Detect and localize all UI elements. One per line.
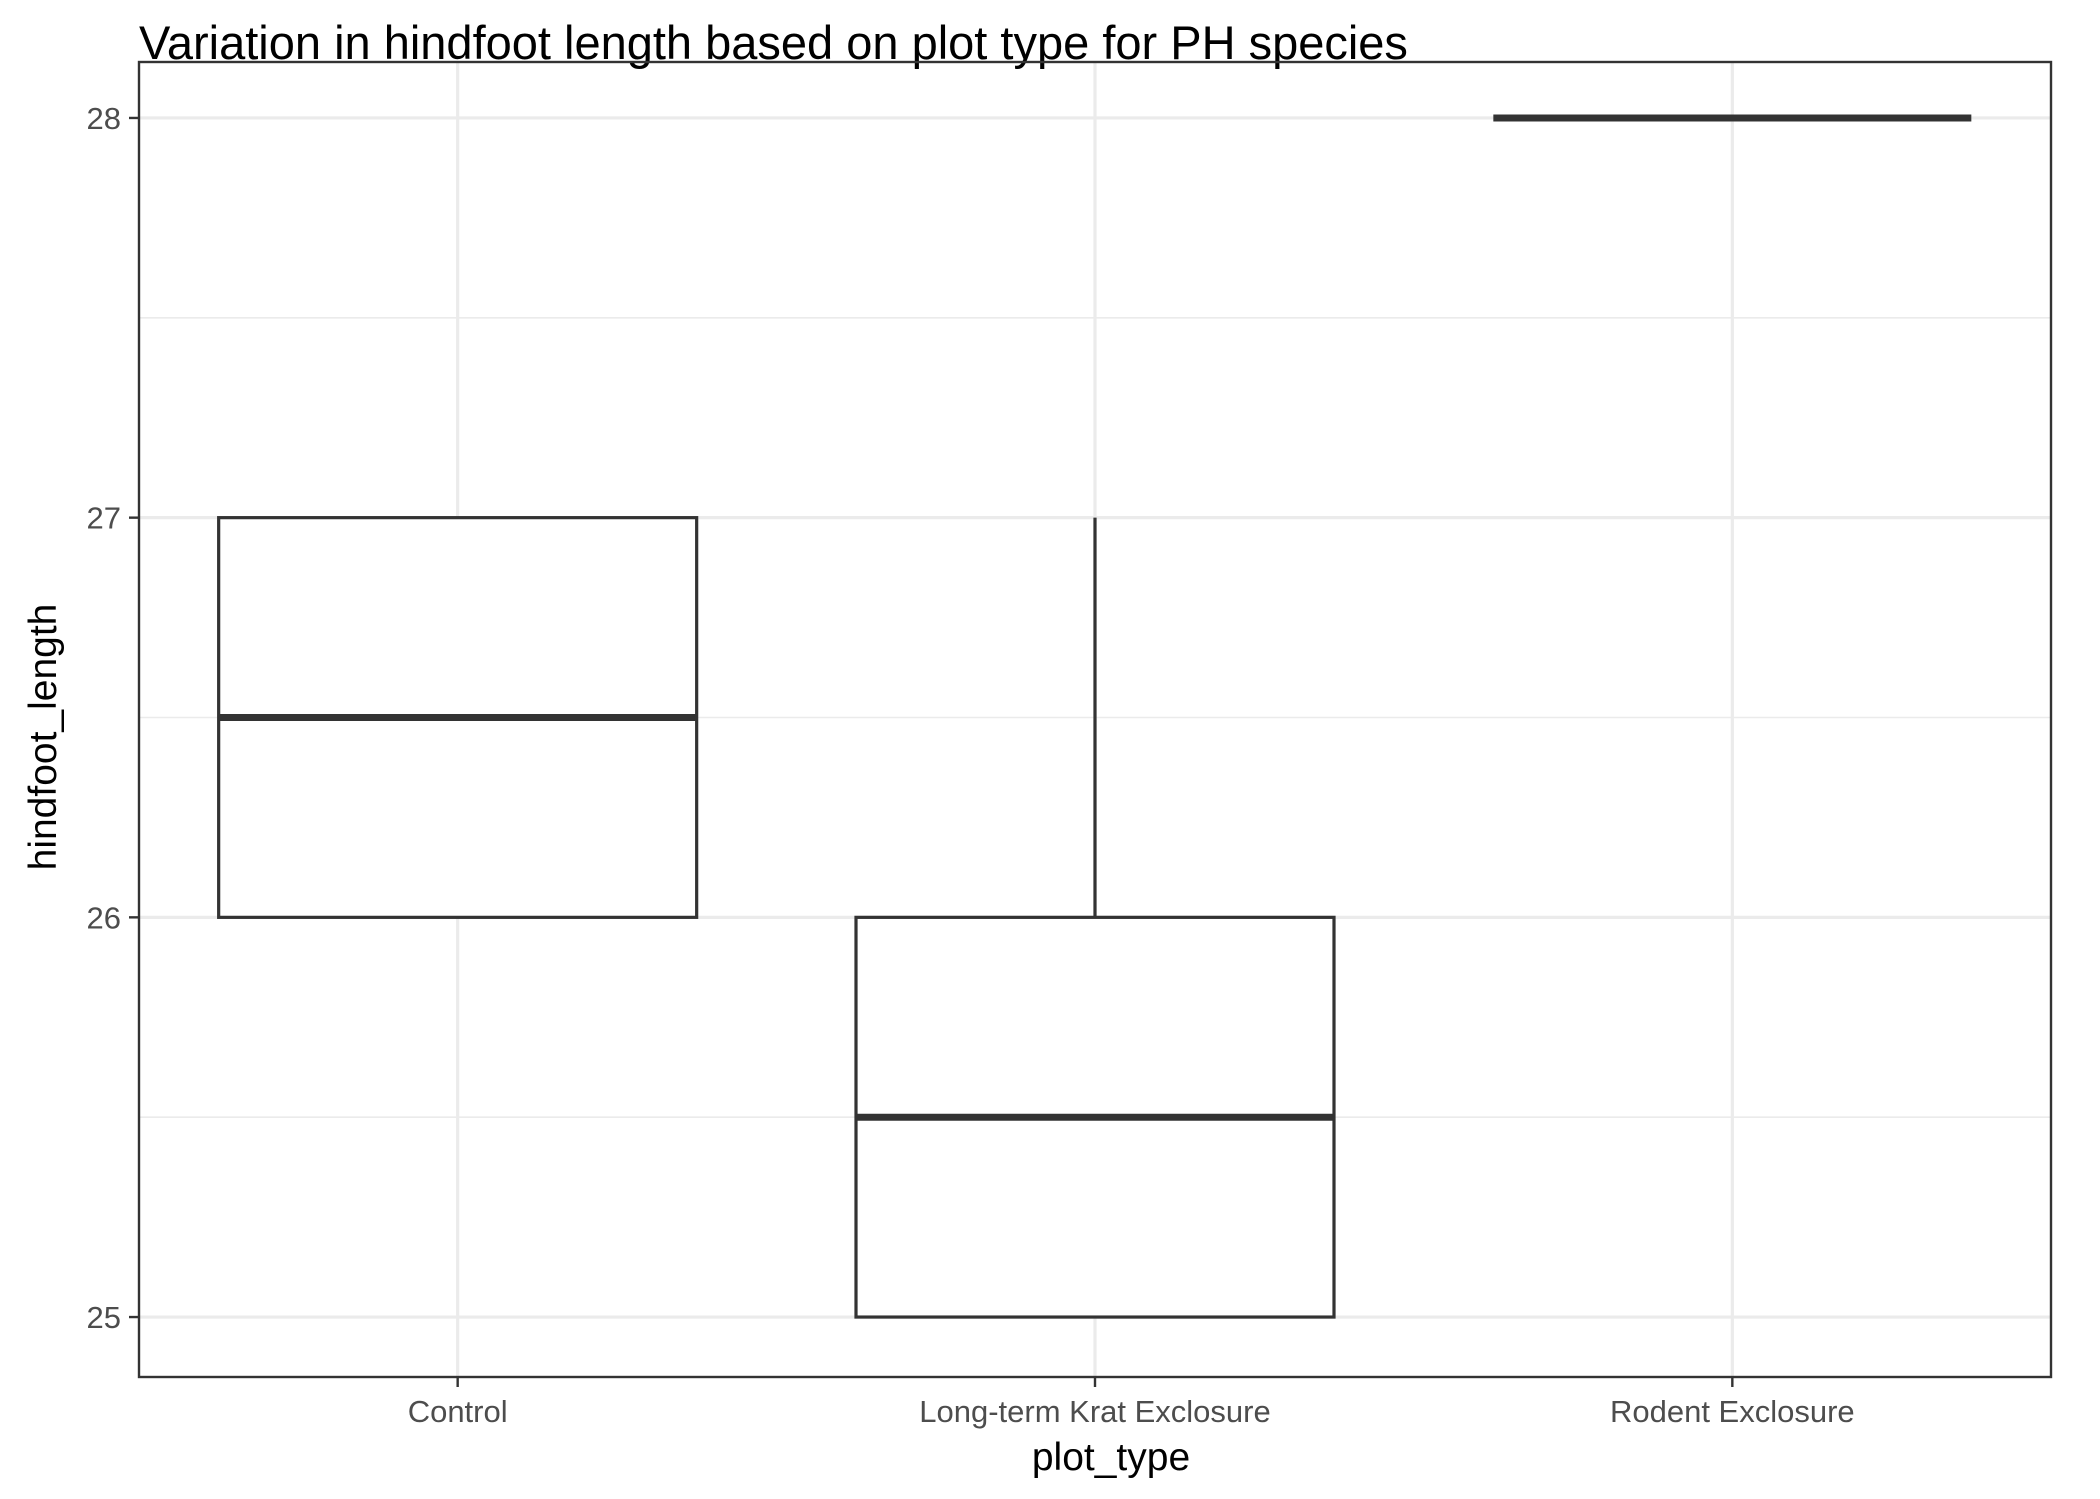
y-axis-title: hindfoot_length [22, 604, 65, 871]
x-axis-title: plot_type [1032, 1436, 1190, 1479]
x-tick-label: Long-term Krat Exclosure [919, 1394, 1270, 1429]
y-tick-label: 26 [87, 900, 121, 935]
boxplots [217, 114, 1972, 1319]
y-tick-label: 28 [87, 101, 121, 136]
y-tick-label: 27 [87, 501, 121, 536]
axes: 25 26 27 28 Control Long-term Krat Exclosure R… [87, 101, 1855, 1429]
boxplot-control [217, 516, 699, 919]
y-tick-label: 25 [87, 1300, 121, 1335]
chart-title: Variation in hindfoot length based on pl… [139, 16, 1408, 69]
x-tick-label: Rodent Exclosure [1610, 1394, 1855, 1429]
boxplot-long-term-krat-exclosure [854, 517, 1336, 1319]
x-tick-label: Control [408, 1394, 508, 1429]
